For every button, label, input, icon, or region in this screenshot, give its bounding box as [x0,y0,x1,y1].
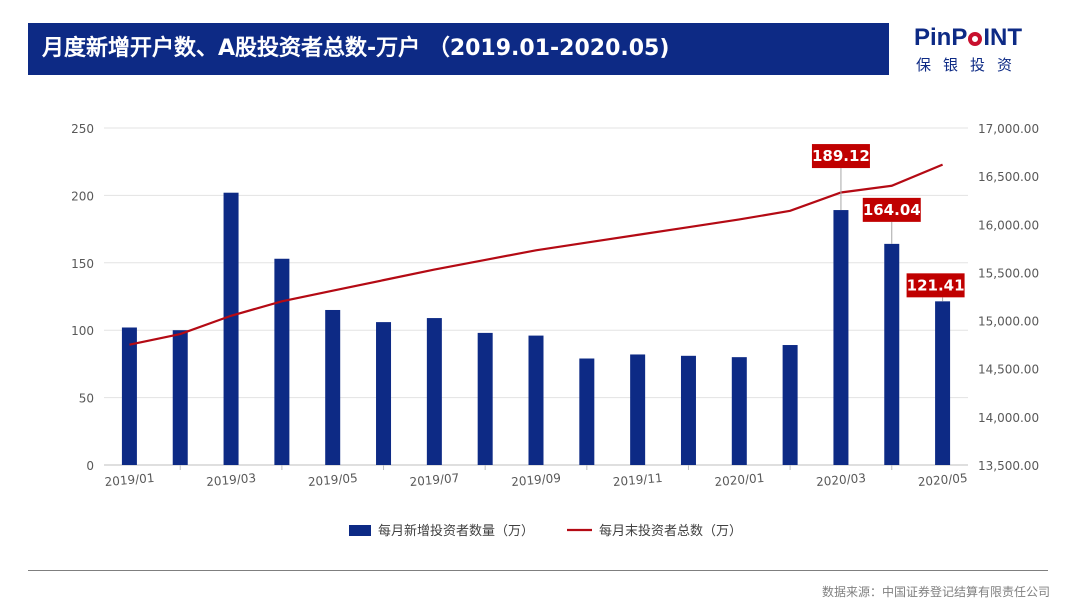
y-left-tick-label: 50 [79,392,94,406]
y-left-tick-label: 200 [71,189,94,203]
x-tick-label-group: 2019/09 [511,471,562,489]
x-tick-label-group: 2019/03 [206,471,257,489]
callout-box [862,197,921,222]
bar [833,210,849,465]
bar [121,327,137,465]
x-tick-label: 2020/05 [917,471,968,489]
x-tick-label-group: 2019/05 [307,471,358,489]
y-left-tick-label: 0 [86,459,94,473]
footer-divider [28,570,1048,571]
bar [376,322,392,465]
x-tick-label-group: 2020/05 [917,471,968,489]
x-tick-label: 2020/03 [816,471,867,489]
y-left-tick-label: 150 [71,257,94,271]
legend-bar-swatch [349,525,371,536]
x-tick-label-group: 2019/07 [409,471,460,489]
y-right-tick-label: 16,500.00 [978,170,1039,184]
bar [528,335,544,465]
x-tick-label: 2019/11 [612,471,663,489]
x-tick-label: 2019/07 [409,471,460,489]
logo-o-ring-icon [968,32,983,46]
x-tick-label-group: 2019/01 [104,471,155,489]
x-tick-label: 2019/05 [307,471,358,489]
callout-box [811,144,870,169]
x-tick-label: 2020/01 [714,471,765,489]
bar [477,332,493,465]
callout-box [906,273,965,298]
callout-label: 121.41 [907,276,965,294]
bar [782,345,798,465]
y-left-tick-label: 250 [71,122,94,136]
y-right-tick-label: 15,500.00 [978,266,1039,280]
x-tick-label-group: 2020/03 [816,471,867,489]
bar [579,358,595,465]
bar [172,330,188,465]
logo-subtitle: 保银投资 [916,56,1025,74]
bar [884,243,900,465]
y-left-tick-label: 100 [71,324,94,338]
logo-wordmark: PinP INT [914,24,1023,51]
pinpoint-logo: PinP INT 保银投资 [914,24,1054,80]
title-bar: 月度新增开户数、A股投资者总数-万户 （2019.01-2020.05) [28,23,889,75]
x-tick-label-group: 2019/11 [612,471,663,489]
bar [325,309,341,465]
investor-total-line [129,163,944,346]
y-right-tick-label: 13,500.00 [978,459,1039,473]
data-source: 数据来源：中国证券登记结算有限责任公司 [821,585,1050,599]
bar [935,301,951,465]
legend: 每月新增投资者数量（万） 每月末投资者总数（万） [349,523,742,539]
bar [630,354,646,465]
callout-label: 164.04 [863,201,921,219]
y-right-tick-label: 17,000.00 [978,122,1039,136]
y-right-tick-label: 16,000.00 [978,218,1039,232]
y-right-tick-label: 15,000.00 [978,315,1039,329]
x-tick-label: 2019/01 [104,471,155,489]
x-tick-label: 2019/09 [511,471,562,489]
x-tick-label-group: 2020/01 [714,471,765,489]
bar [274,258,290,465]
legend-bar-label: 每月新增投资者数量（万） [378,523,534,539]
bar [426,318,442,465]
bar [731,357,747,465]
callout-label: 189.12 [812,147,870,165]
y-right-tick-label: 14,000.00 [978,411,1039,425]
legend-line-label: 每月末投资者总数（万） [599,523,742,539]
bar [223,192,239,466]
x-tick-label: 2019/03 [206,471,257,489]
page-title: 月度新增开户数、A股投资者总数-万户 （2019.01-2020.05) [42,36,670,61]
y-right-tick-label: 14,500.00 [978,363,1039,377]
bar [680,355,696,465]
